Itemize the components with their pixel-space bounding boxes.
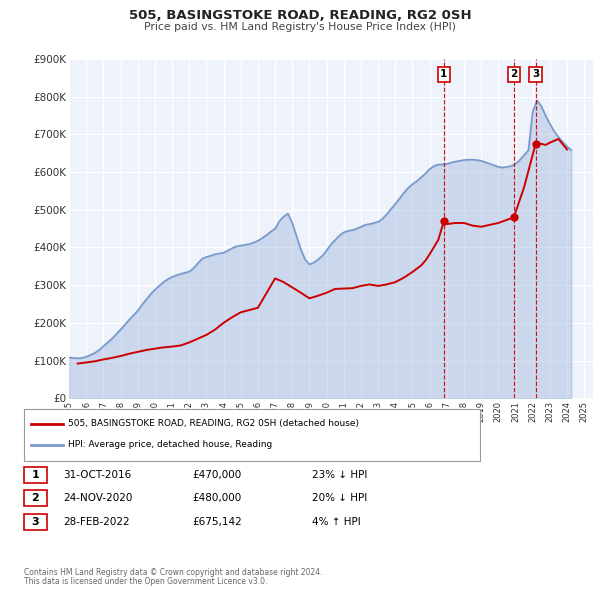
Text: 20% ↓ HPI: 20% ↓ HPI — [312, 493, 367, 503]
Text: 2: 2 — [32, 493, 39, 503]
Text: £470,000: £470,000 — [192, 470, 241, 480]
Text: 24-NOV-2020: 24-NOV-2020 — [63, 493, 133, 503]
Text: 505, BASINGSTOKE ROAD, READING, RG2 0SH: 505, BASINGSTOKE ROAD, READING, RG2 0SH — [128, 9, 472, 22]
Text: Contains HM Land Registry data © Crown copyright and database right 2024.: Contains HM Land Registry data © Crown c… — [24, 568, 323, 577]
Text: 28-FEB-2022: 28-FEB-2022 — [63, 517, 130, 527]
Text: Price paid vs. HM Land Registry's House Price Index (HPI): Price paid vs. HM Land Registry's House … — [144, 22, 456, 32]
Text: 2: 2 — [510, 69, 517, 79]
Text: 23% ↓ HPI: 23% ↓ HPI — [312, 470, 367, 480]
Text: 3: 3 — [32, 517, 39, 527]
Text: 3: 3 — [532, 69, 539, 79]
Text: 1: 1 — [440, 69, 448, 79]
Text: £480,000: £480,000 — [192, 493, 241, 503]
Text: 1: 1 — [32, 470, 39, 480]
Text: 31-OCT-2016: 31-OCT-2016 — [63, 470, 131, 480]
Text: This data is licensed under the Open Government Licence v3.0.: This data is licensed under the Open Gov… — [24, 577, 268, 586]
Text: 505, BASINGSTOKE ROAD, READING, RG2 0SH (detached house): 505, BASINGSTOKE ROAD, READING, RG2 0SH … — [68, 419, 359, 428]
Text: £675,142: £675,142 — [192, 517, 242, 527]
Text: 4% ↑ HPI: 4% ↑ HPI — [312, 517, 361, 527]
Text: HPI: Average price, detached house, Reading: HPI: Average price, detached house, Read… — [68, 440, 272, 449]
